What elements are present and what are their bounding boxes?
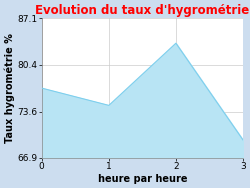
Title: Evolution du taux d'hygrométrie: Evolution du taux d'hygrométrie bbox=[35, 4, 250, 17]
X-axis label: heure par heure: heure par heure bbox=[98, 174, 187, 184]
Y-axis label: Taux hygrométrie %: Taux hygrométrie % bbox=[4, 33, 15, 143]
